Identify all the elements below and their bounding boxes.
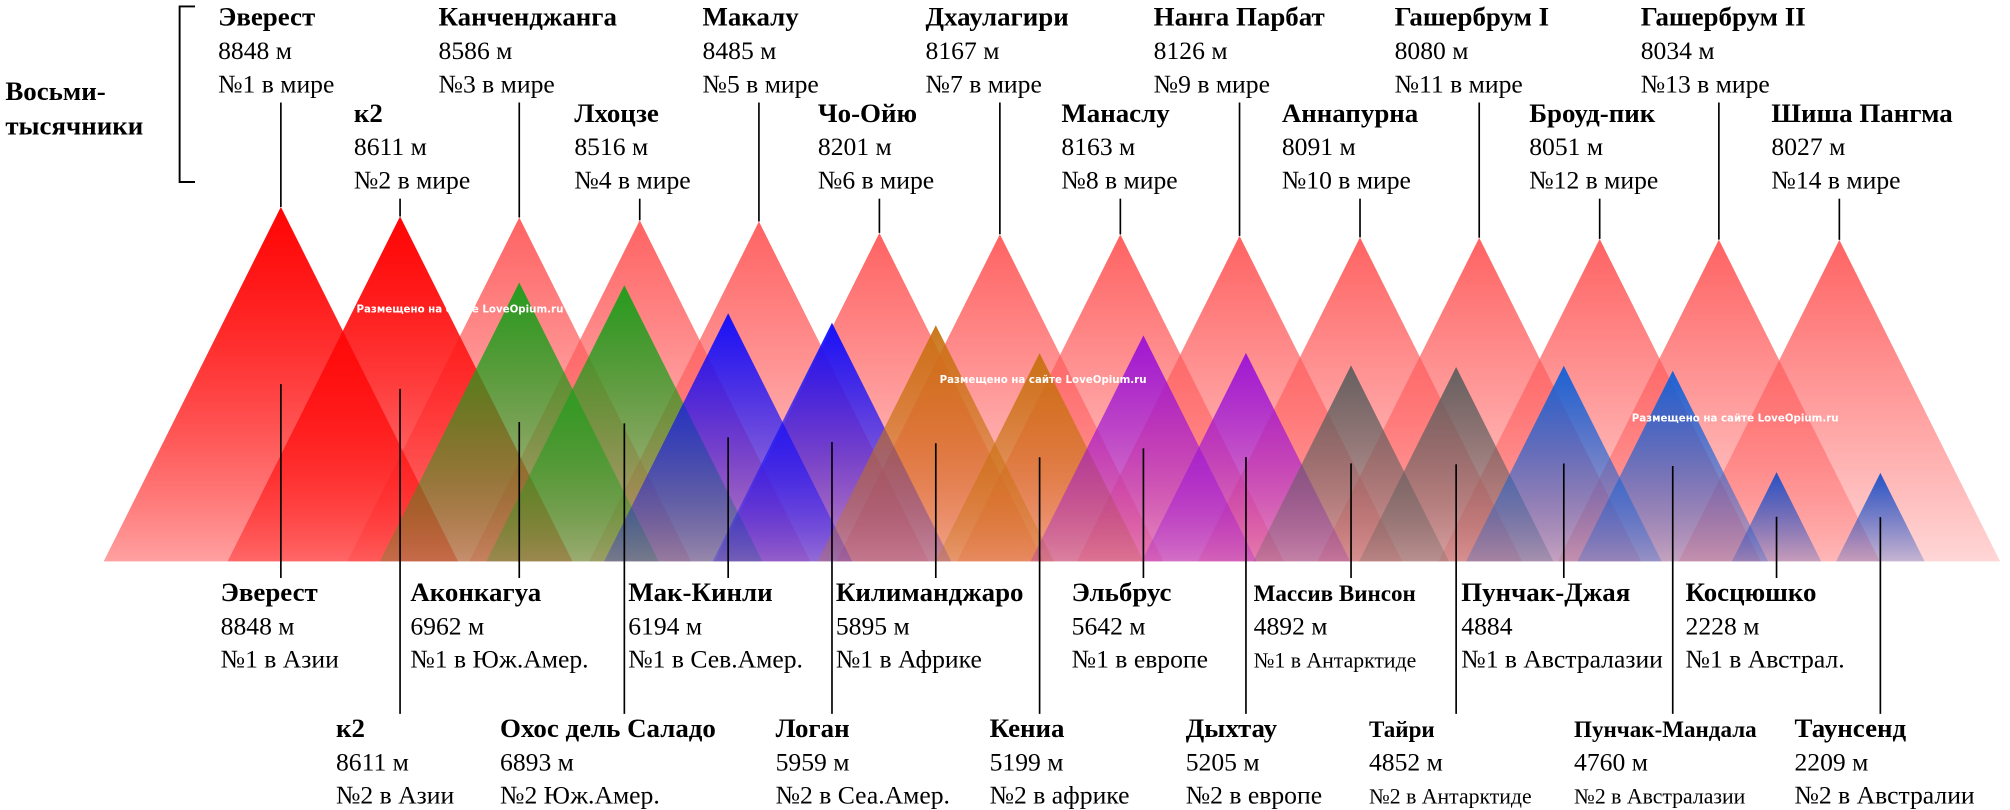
mountain-name: Дыхтау [1186,713,1278,743]
mountain-name: Чо-Ойю [818,98,917,128]
height-label: 4884 [1461,611,1512,640]
height-label: 8051 м [1529,132,1603,161]
mountain-name: к2 [336,713,365,743]
mountain-name: Кениа [990,713,1065,743]
mountain-name: Макалу [703,2,800,32]
rank-label: №2 в мире [354,165,470,194]
rank-label: №4 в мире [574,165,690,194]
height-label: 2228 м [1686,611,1760,640]
mountain-name: Охос дель Саладо [500,713,716,743]
rank-label: №13 в мире [1641,69,1770,98]
rank-label: №1 в Африке [836,645,982,674]
rank-label: №3 в мире [439,69,555,98]
watermark: Размещено на сайте LoveOpium.ru [1632,413,1839,425]
mountain-name: Шиша Пангма [1771,98,1953,128]
height-label: 8167 м [926,36,1000,65]
height-label: 6893 м [500,747,574,776]
mountain-name: Дхаулагири [926,2,1069,32]
mountain-name: Нанга Парбат [1154,2,1325,32]
mountain-name: Эльбрус [1072,577,1172,607]
rank-label: №14 в мире [1771,165,1900,194]
rank-label: №8 в мире [1061,165,1177,194]
height-label: 4760 м [1574,747,1648,776]
mountain-name: Лхоцзе [574,98,659,128]
height-label: 8126 м [1154,36,1228,65]
group-label: тысячники [5,111,143,141]
rank-label: №2 Юж.Амер. [500,781,660,810]
rank-label: №7 в мире [926,69,1042,98]
rank-label: №1 в Сев.Амер. [628,645,803,674]
rank-label: №2 в Азии [336,781,455,810]
mountain-name: Гашербрум I [1395,2,1550,32]
rank-label: №11 в мире [1395,69,1523,98]
mountain-name: Таунсенд [1794,713,1906,743]
rank-label: №9 в мире [1154,69,1270,98]
mountain-name: Аконкагуа [410,577,541,607]
height-label: 8091 м [1282,132,1356,161]
group-label: Восьми- [5,76,105,106]
mountain-name: Манаслу [1061,98,1170,128]
mountain-name: к2 [354,98,383,128]
mountain-name: Гашербрум II [1641,2,1806,32]
rank-label: №1 в Юж.Амер. [410,645,588,674]
rank-label: №2 в Антарктиде [1369,785,1532,809]
mountain-name: Пунчак-Мандала [1574,716,1757,742]
rank-label: №2 в Австралазии [1574,785,1746,809]
rank-label: №1 в Австралазии [1461,645,1663,674]
rank-label: №1 в Азии [221,645,340,674]
mountain-name: Броуд-пик [1529,98,1656,128]
height-label: 4852 м [1369,747,1443,776]
height-label: 8034 м [1641,36,1715,65]
mountain-name: Косцюшко [1686,577,1817,607]
height-label: 8027 м [1771,132,1845,161]
height-label: 5959 м [776,747,850,776]
height-label: 5642 м [1072,611,1146,640]
height-label: 8163 м [1061,132,1135,161]
rank-label: №1 в Антарктиде [1254,649,1417,673]
height-label: 4892 м [1254,611,1328,640]
rank-label: №1 в европе [1072,645,1208,674]
rank-label: №2 в Сеа.Амер. [776,781,950,810]
height-label: 5199 м [990,747,1064,776]
mountain-name: Аннапурна [1282,98,1419,128]
watermark: Размещено на сайте LoveOpium.ru [940,374,1147,386]
mountain-name: Пунчак-Джая [1461,577,1630,607]
height-label: 5205 м [1186,747,1260,776]
bracket [178,5,195,183]
mountain-name: Эверест [218,2,315,32]
height-label: 6962 м [410,611,484,640]
rank-label: №2 в африке [990,781,1130,810]
mountain-name: Массив Винсон [1254,580,1416,606]
height-label: 2209 м [1794,747,1868,776]
mountain-name: Эверест [221,577,318,607]
mountain-name: Логан [776,713,850,743]
mountain-name: Тайри [1369,716,1435,742]
mountain-name: Мак-Кинли [628,577,772,607]
mountain [1678,239,2001,562]
height-label: 8611 м [336,747,409,776]
height-label: 8848 м [218,36,292,65]
rank-label: №12 в мире [1529,165,1658,194]
height-label: 8516 м [574,132,648,161]
height-label: 8485 м [703,36,777,65]
rank-label: №6 в мире [818,165,934,194]
mountain-name: Канченджанга [439,2,618,32]
height-label: 8848 м [221,611,295,640]
watermark: Размещено на сайте LoveOpium.ru [356,304,563,316]
height-label: 8611 м [354,132,427,161]
mountain-name: Килиманджаро [836,577,1024,607]
rank-label: №10 в мире [1282,165,1411,194]
height-label: 8201 м [818,132,892,161]
height-label: 8080 м [1395,36,1469,65]
rank-label: №2 в Австралии [1794,781,1974,810]
rank-label: №5 в мире [703,69,819,98]
rank-label: №1 в мире [218,69,334,98]
height-label: 8586 м [439,36,513,65]
height-label: 5895 м [836,611,910,640]
rank-label: №2 в европе [1186,781,1322,810]
height-label: 6194 м [628,611,702,640]
rank-label: №1 в Австрал. [1686,645,1845,674]
